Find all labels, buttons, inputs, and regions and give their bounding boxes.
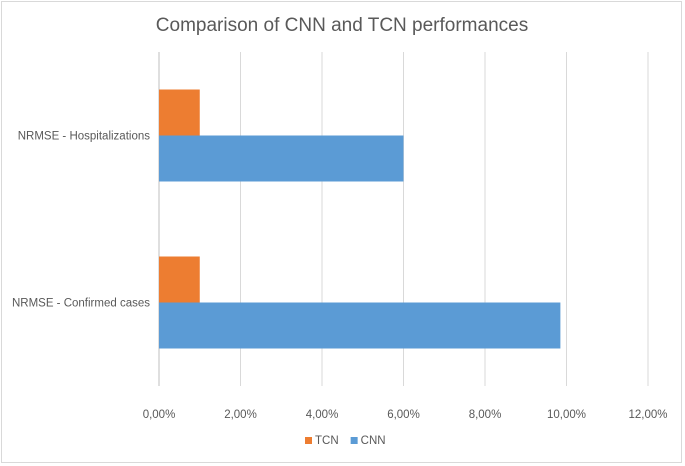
x-tick-label: 10,00%: [547, 409, 586, 421]
bar-cnn-1: [159, 302, 561, 349]
bar-tcn-0: [159, 89, 200, 136]
bar-tcn-1: [159, 256, 200, 303]
chart-title: Comparison of CNN and TCN performances: [156, 15, 528, 36]
x-tick-label: 6,00%: [387, 409, 420, 421]
legend-label-cnn: CNN: [361, 435, 386, 447]
category-labels: NRMSE - Hospitalizations NRMSE - Confirme…: [12, 131, 150, 310]
category-label: NRMSE - Hospitalizations: [18, 131, 151, 143]
x-tick-label: 2,00%: [224, 409, 257, 421]
x-tick-labels: 0,00% 2,00% 4,00% 6,00% 8,00% 10,00% 12,00%: [143, 409, 668, 421]
category-label: NRMSE - Confirmed cases: [12, 298, 150, 310]
x-tick-label: 4,00%: [306, 409, 339, 421]
bars: [159, 89, 561, 349]
x-tick-label: 8,00%: [469, 409, 502, 421]
x-tick-label: 0,00%: [143, 409, 176, 421]
legend: TCN CNN: [305, 435, 386, 447]
legend-label-tcn: TCN: [315, 435, 339, 447]
legend-swatch-cnn: [350, 437, 358, 444]
legend-swatch-tcn: [305, 437, 312, 444]
bar-cnn-0: [159, 135, 404, 182]
x-tick-label: 12,00%: [628, 409, 667, 421]
